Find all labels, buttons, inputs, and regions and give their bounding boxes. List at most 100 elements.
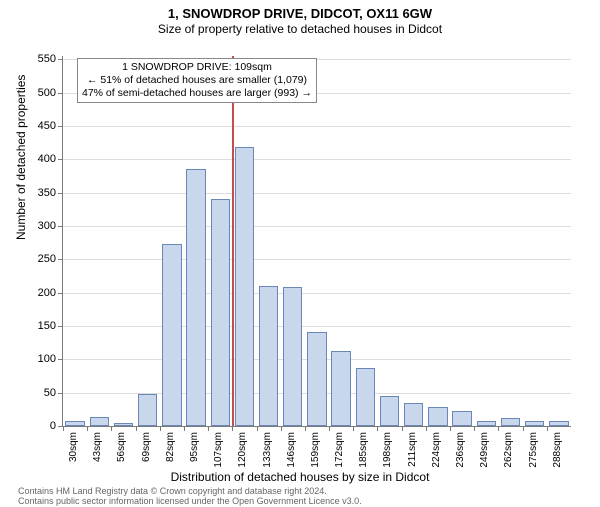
x-tick bbox=[111, 426, 112, 431]
histogram-bar bbox=[114, 423, 133, 426]
y-axis-title: Number of detached properties bbox=[14, 75, 28, 240]
x-tick bbox=[232, 426, 233, 431]
histogram-bar bbox=[283, 287, 302, 426]
x-tick bbox=[498, 426, 499, 431]
histogram-bar bbox=[477, 421, 496, 426]
bar-slot bbox=[160, 56, 184, 426]
annotation-box: 1 SNOWDROP DRIVE: 109sqm ← 51% of detach… bbox=[77, 58, 317, 103]
annotation-line2: ← 51% of detached houses are smaller (1,… bbox=[82, 74, 312, 87]
histogram-bar bbox=[331, 351, 350, 426]
x-tick-label: 120sqm bbox=[237, 432, 248, 468]
x-tick-label: 211sqm bbox=[407, 432, 418, 467]
x-tick-label: 262sqm bbox=[503, 432, 514, 468]
y-tick-label: 450 bbox=[38, 120, 63, 132]
histogram-bar bbox=[259, 286, 278, 426]
x-tick bbox=[402, 426, 403, 431]
x-tick bbox=[136, 426, 137, 431]
footer-line2: Contains public sector information licen… bbox=[18, 497, 362, 507]
x-tick-label: 133sqm bbox=[262, 432, 273, 468]
bar-slot bbox=[377, 56, 401, 426]
x-tick bbox=[257, 426, 258, 431]
x-tick-label: 224sqm bbox=[431, 432, 442, 468]
histogram-bar bbox=[525, 421, 544, 426]
x-tick bbox=[208, 426, 209, 431]
x-tick-label: 82sqm bbox=[165, 432, 176, 462]
x-tick bbox=[353, 426, 354, 431]
x-tick bbox=[450, 426, 451, 431]
plot-area: 05010015020025030035040045050055030sqm43… bbox=[62, 56, 571, 427]
x-tick-label: 198sqm bbox=[382, 432, 393, 468]
histogram-bar bbox=[428, 407, 447, 426]
bar-slot bbox=[184, 56, 208, 426]
bar-slot bbox=[547, 56, 571, 426]
bar-slot bbox=[353, 56, 377, 426]
annotation-line1: 1 SNOWDROP DRIVE: 109sqm bbox=[82, 61, 312, 74]
x-tick-label: 249sqm bbox=[479, 432, 490, 468]
x-tick-label: 275sqm bbox=[528, 432, 539, 468]
x-tick-label: 185sqm bbox=[358, 432, 369, 468]
chart-container: 1, SNOWDROP DRIVE, DIDCOT, OX11 6GW Size… bbox=[0, 0, 600, 500]
bar-slot bbox=[257, 56, 281, 426]
y-tick-label: 100 bbox=[38, 353, 63, 365]
bar-slot bbox=[498, 56, 522, 426]
bar-slot bbox=[523, 56, 547, 426]
x-tick bbox=[426, 426, 427, 431]
bar-slot bbox=[281, 56, 305, 426]
x-tick bbox=[160, 426, 161, 431]
x-tick-label: 69sqm bbox=[141, 432, 152, 462]
x-tick-label: 236sqm bbox=[455, 432, 466, 468]
bar-slot bbox=[87, 56, 111, 426]
x-tick-label: 95sqm bbox=[189, 432, 200, 462]
y-tick-label: 500 bbox=[38, 87, 63, 99]
y-tick-label: 300 bbox=[38, 220, 63, 232]
bar-slot bbox=[63, 56, 87, 426]
bar-slot bbox=[450, 56, 474, 426]
x-tick bbox=[474, 426, 475, 431]
y-tick-label: 150 bbox=[38, 320, 63, 332]
histogram-bar bbox=[211, 199, 230, 426]
y-tick-label: 0 bbox=[50, 420, 63, 432]
histogram-bar bbox=[356, 368, 375, 426]
x-tick-label: 288sqm bbox=[552, 432, 563, 468]
bar-slot bbox=[402, 56, 426, 426]
y-tick-label: 250 bbox=[38, 253, 63, 265]
bar-slot bbox=[329, 56, 353, 426]
bar-slot bbox=[426, 56, 450, 426]
x-tick-label: 172sqm bbox=[334, 432, 345, 468]
y-tick-label: 400 bbox=[38, 153, 63, 165]
annotation-line3: 47% of semi-detached houses are larger (… bbox=[82, 87, 312, 100]
x-axis-title: Distribution of detached houses by size … bbox=[0, 470, 600, 484]
x-tick bbox=[87, 426, 88, 431]
x-tick bbox=[329, 426, 330, 431]
histogram-bar bbox=[65, 421, 84, 426]
x-tick bbox=[63, 426, 64, 431]
bar-slot bbox=[232, 56, 256, 426]
histogram-bar bbox=[307, 332, 326, 426]
x-tick-label: 43sqm bbox=[92, 432, 103, 462]
footer-text: Contains HM Land Registry data © Crown c… bbox=[18, 487, 362, 507]
x-tick-label: 107sqm bbox=[213, 432, 224, 468]
histogram-bar bbox=[235, 147, 254, 426]
x-tick bbox=[305, 426, 306, 431]
bar-slot bbox=[136, 56, 160, 426]
bar-slot bbox=[474, 56, 498, 426]
histogram-bar bbox=[162, 244, 181, 426]
histogram-bar bbox=[404, 403, 423, 426]
bar-slot bbox=[111, 56, 135, 426]
y-tick-label: 550 bbox=[38, 53, 63, 65]
bars-group bbox=[63, 56, 571, 426]
x-tick-label: 159sqm bbox=[310, 432, 321, 468]
x-tick bbox=[184, 426, 185, 431]
chart-subtitle: Size of property relative to detached ho… bbox=[0, 21, 600, 36]
bar-slot bbox=[208, 56, 232, 426]
bar-slot bbox=[305, 56, 329, 426]
y-tick-label: 200 bbox=[38, 287, 63, 299]
chart-title: 1, SNOWDROP DRIVE, DIDCOT, OX11 6GW bbox=[0, 0, 600, 21]
histogram-bar bbox=[186, 169, 205, 426]
x-tick-label: 56sqm bbox=[116, 432, 127, 462]
histogram-bar bbox=[380, 396, 399, 426]
x-tick bbox=[523, 426, 524, 431]
histogram-bar bbox=[452, 411, 471, 426]
x-tick bbox=[281, 426, 282, 431]
histogram-bar bbox=[90, 417, 109, 426]
